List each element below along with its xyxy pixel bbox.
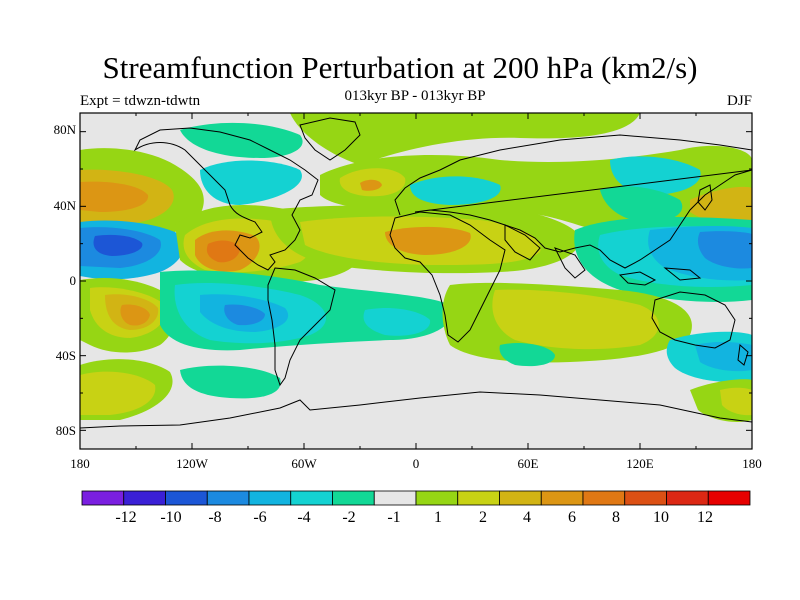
coastline-australia: [651, 291, 736, 349]
colorbar-swatch: [666, 490, 709, 506]
contour-sw-pacific-blue: [695, 341, 752, 372]
colorbar-swatch: [457, 490, 500, 506]
chart-title: Streamfunction Perturbation at 200 hPa (…: [102, 50, 698, 85]
colorbar-label: 6: [568, 509, 576, 526]
lon-tick-label: 60W: [291, 456, 317, 471]
contour-south-pacific-core: [120, 304, 150, 326]
lon-tick-label: 180: [742, 456, 762, 471]
coastlines: [80, 117, 752, 429]
colorbar-label: -8: [208, 509, 221, 526]
contour-field: [80, 113, 752, 449]
colorbar-swatch: [624, 490, 667, 506]
axis-ticks: [79, 113, 753, 449]
colorbar-label: -1: [387, 509, 400, 526]
contour-southern-ocean-yellow: [80, 371, 156, 415]
contour-central-asia-cyan: [410, 176, 501, 205]
period-label: 013kyr BP - 013kyr BP: [344, 88, 486, 104]
contour-south-america-core: [224, 304, 265, 326]
colorbar-swatch: [165, 490, 208, 506]
lon-tick-label: 60E: [518, 456, 539, 471]
colorbar-swatch: [248, 490, 292, 506]
colorbar-label: 1: [434, 509, 442, 526]
coastline-new-zealand: [737, 344, 749, 366]
colorbar-label: 4: [523, 509, 531, 526]
experiment-label: Expt = tdwzn-tdwtn: [80, 93, 201, 109]
contour-w-pacific-deepblue: [697, 231, 752, 269]
colorbar-label: -12: [115, 509, 136, 526]
colorbar-swatch: [707, 490, 751, 506]
contour-north-atlantic-cyan: [200, 160, 302, 205]
colorbar-swatch: [540, 490, 584, 506]
colorbar-label: -10: [160, 509, 181, 526]
coastline-south-america: [267, 267, 336, 387]
colorbar-swatch: [332, 490, 375, 506]
colorbar-swatch: [415, 490, 459, 506]
lon-tick-label: 120W: [176, 456, 209, 471]
contour-north-atlantic-green: [180, 122, 303, 158]
contour-south-indian-green: [499, 343, 555, 367]
colorbar-swatch: [582, 490, 626, 506]
colorbar-labels: -12 -10 -8 -6 -4 -2 -1 1 2 4 6 8 10 12: [115, 509, 713, 526]
contour-central-america-core: [206, 240, 240, 263]
coastline-africa: [389, 211, 506, 343]
lon-tick-label: 120E: [626, 456, 654, 471]
colorbar-label: -6: [253, 509, 266, 526]
colorbar-swatch: [373, 490, 417, 506]
colorbar-swatch: [290, 490, 333, 506]
lat-tick-label: 0: [70, 273, 77, 288]
colorbar-swatch: [499, 490, 542, 506]
contour-east-asia-green: [600, 186, 683, 223]
colorbar-swatch: [206, 490, 250, 506]
coastline-indonesia: [618, 267, 702, 286]
colorbar-swatch: [81, 490, 125, 506]
coastline-arabia-india: [504, 224, 586, 279]
lon-tick-label: 0: [413, 456, 420, 471]
contour-ne-pacific-core: [93, 234, 143, 256]
lat-tick-label: 80N: [54, 122, 77, 137]
coastline-greenland: [299, 117, 361, 161]
coastline-north-america: [133, 127, 319, 271]
colorbar-label: 12: [697, 509, 713, 526]
colorbar-swatch: [123, 490, 166, 506]
lon-tick-label: 180: [70, 456, 90, 471]
contour-southern-ocean-cyan: [180, 365, 281, 399]
lat-tick-label: 80S: [56, 423, 76, 438]
contour-arctic-green: [290, 113, 640, 165]
contour-south-atlantic-cyan: [363, 308, 431, 336]
colorbar-label: 10: [653, 509, 669, 526]
contour-north-pacific-core: [80, 181, 149, 212]
coastline-antarctica: [80, 391, 752, 429]
season-label: DJF: [726, 93, 752, 109]
contour-north-africa-orange: [385, 226, 471, 255]
colorbar-label: 2: [479, 509, 487, 526]
contour-eastern-atlantic-core: [360, 179, 382, 191]
contour-se-pacific-yellow: [720, 387, 752, 416]
contour-nw-pacific-orange: [690, 186, 752, 226]
colorbar: [81, 490, 751, 506]
contour-indian-ocean-yellow: [492, 289, 659, 350]
colorbar-label: 8: [612, 509, 620, 526]
lat-tick-label: 40S: [56, 348, 76, 363]
colorbar-label: -2: [342, 509, 355, 526]
colorbar-label: -4: [297, 509, 310, 526]
coastline-japan: [697, 184, 713, 211]
lat-tick-label: 40N: [54, 198, 77, 213]
coastline-europe-asia: [394, 134, 752, 269]
